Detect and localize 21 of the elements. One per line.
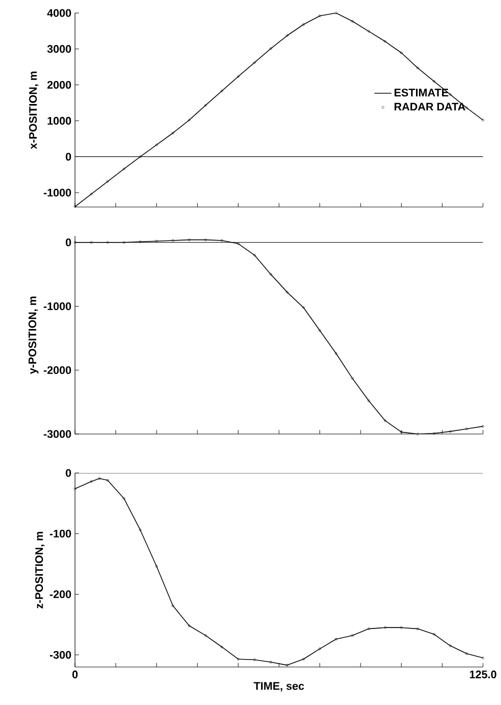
x-axis-title: TIME, sec bbox=[254, 682, 304, 692]
y-tick-label: 0 bbox=[66, 238, 72, 246]
y-tick-label: -3000 bbox=[44, 430, 72, 438]
y-tick-label: -1000 bbox=[44, 188, 72, 197]
y-tick-label: 0 bbox=[66, 469, 72, 477]
y-axis-title: z-POSITION, m bbox=[35, 532, 45, 608]
legend-label: ESTIMATE bbox=[394, 88, 448, 96]
y-tick-label: 0 bbox=[66, 152, 72, 161]
legend-label: RADAR DATA bbox=[394, 102, 466, 110]
y-tick-label: -100 bbox=[50, 530, 72, 538]
y-axis-title: x-POSITION, m bbox=[29, 72, 38, 150]
y-tick-label: 1000 bbox=[48, 116, 72, 125]
y-tick-label: 4000 bbox=[47, 9, 72, 17]
y-tick-label: 3000 bbox=[47, 45, 72, 53]
y-axis-title: y-POSITION, m bbox=[28, 296, 38, 374]
x-tick-label: 125.0 bbox=[470, 670, 496, 678]
y-tick-label: 2000 bbox=[47, 80, 72, 89]
y-tick-label: -200 bbox=[50, 590, 72, 598]
y-tick-label: -2000 bbox=[44, 366, 72, 374]
y-tick-label: -300 bbox=[50, 650, 72, 659]
y-tick-label: -1000 bbox=[44, 302, 72, 310]
